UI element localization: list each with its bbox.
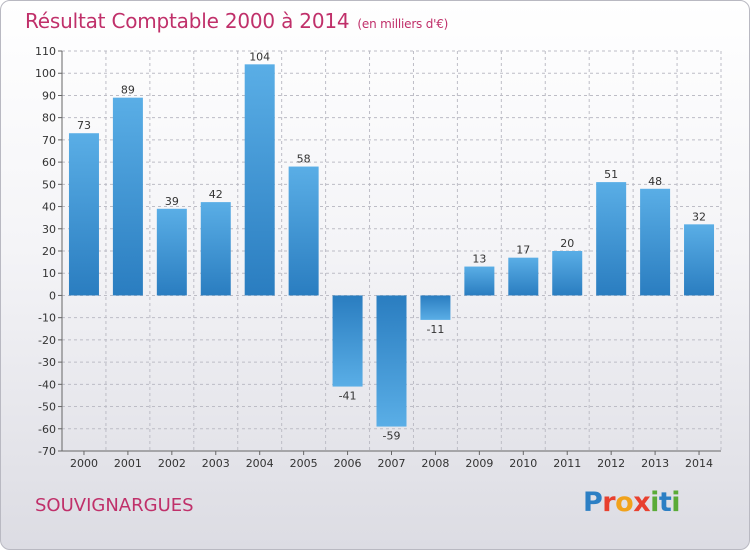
logo-letter: r (602, 487, 616, 518)
data-label-2006: -41 (339, 390, 357, 403)
bar-2007 (376, 295, 407, 427)
y-tick-label: 70 (42, 134, 56, 147)
data-label-2001: 89 (121, 84, 135, 97)
bar-2008 (420, 295, 451, 320)
bar-2001 (112, 97, 143, 296)
data-label-2013: 48 (648, 175, 662, 188)
data-label-2003: 42 (209, 188, 223, 201)
data-label-2005: 58 (297, 153, 311, 166)
axes (58, 50, 721, 455)
data-label-2007: -59 (383, 430, 401, 443)
y-tick-label: 20 (42, 245, 56, 258)
data-label-2010: 17 (516, 244, 530, 257)
y-tick-label: 30 (42, 223, 56, 236)
bar-2012 (596, 182, 627, 296)
y-tick-label: 60 (42, 156, 56, 169)
logo-letter: i (671, 487, 681, 518)
x-tick-label: 2010 (509, 457, 537, 470)
location-name: SOUVIGNARGUES (35, 495, 194, 516)
bar-2013 (640, 188, 671, 296)
logo-letter: i (650, 487, 659, 518)
x-tick-label: 2001 (114, 457, 142, 470)
y-tick-label: 80 (42, 112, 56, 125)
x-tick-label: 2006 (334, 457, 362, 470)
y-tick-label: 50 (42, 178, 56, 191)
unit-note: (en milliers d'€) (357, 17, 449, 31)
y-tick-label: -60 (38, 423, 56, 436)
y-tick-label: -20 (38, 334, 56, 347)
title-text: Résultat Comptable 2000 à 2014 (25, 9, 350, 33)
labels: -70 -60 -50 -40 -30 -20 -10 0 10 20 30 40 50 60 70 80 90… (35, 45, 713, 470)
y-tick-label: 90 (42, 89, 56, 102)
y-tick-label: 100 (35, 67, 56, 80)
bar-2003 (200, 202, 231, 296)
y-tick-label: 0 (49, 289, 56, 302)
y-tick-label: -50 (38, 401, 56, 414)
bar-2005 (288, 166, 319, 296)
bar-2009 (464, 266, 495, 296)
x-tick-label: 2012 (597, 457, 625, 470)
bars (68, 64, 715, 427)
y-tick-label: -70 (38, 445, 56, 458)
y-tick-label: 10 (42, 267, 56, 280)
bar-2002 (156, 208, 187, 296)
bar-2006 (332, 295, 363, 387)
logo-letter: t (658, 487, 672, 518)
x-tick-label: 2013 (641, 457, 669, 470)
y-tick-label: 40 (42, 201, 56, 214)
bar-2010 (508, 257, 539, 296)
x-tick-label: 2014 (685, 457, 713, 470)
data-label-2004: 104 (249, 50, 270, 63)
logo-letter: x (633, 487, 651, 518)
data-label-2012: 51 (604, 168, 618, 181)
x-tick-label: 2005 (290, 457, 318, 470)
x-tick-label: 2004 (246, 457, 274, 470)
data-label-2008: -11 (426, 323, 444, 336)
bar-2011 (552, 251, 583, 296)
logo-letter: o (615, 487, 634, 518)
x-tick-label: 2009 (465, 457, 493, 470)
x-tick-label: 2003 (202, 457, 230, 470)
x-tick-label: 2008 (421, 457, 449, 470)
chart-title: Résultat Comptable 2000 à 2014 (en millie… (25, 9, 448, 33)
y-tick-label: -10 (38, 312, 56, 325)
y-tick-label: -30 (38, 356, 56, 369)
y-tick-label: -40 (38, 378, 56, 391)
data-label-2014: 32 (692, 210, 706, 223)
x-tick-label: 2007 (378, 457, 406, 470)
data-label-2000: 73 (77, 119, 91, 132)
bar-2004 (244, 64, 275, 296)
y-tick-label: 110 (35, 45, 56, 58)
bar-2000 (68, 133, 99, 296)
x-tick-label: 2002 (158, 457, 186, 470)
proxiti-logo: Proxiti (583, 487, 681, 518)
x-tick-label: 2000 (70, 457, 98, 470)
data-label-2002: 39 (165, 195, 179, 208)
x-tick-label: 2011 (553, 457, 581, 470)
data-label-2011: 20 (560, 237, 574, 250)
bar-2014 (684, 224, 715, 296)
data-label-2009: 13 (472, 253, 486, 266)
logo-letter: P (583, 487, 603, 518)
